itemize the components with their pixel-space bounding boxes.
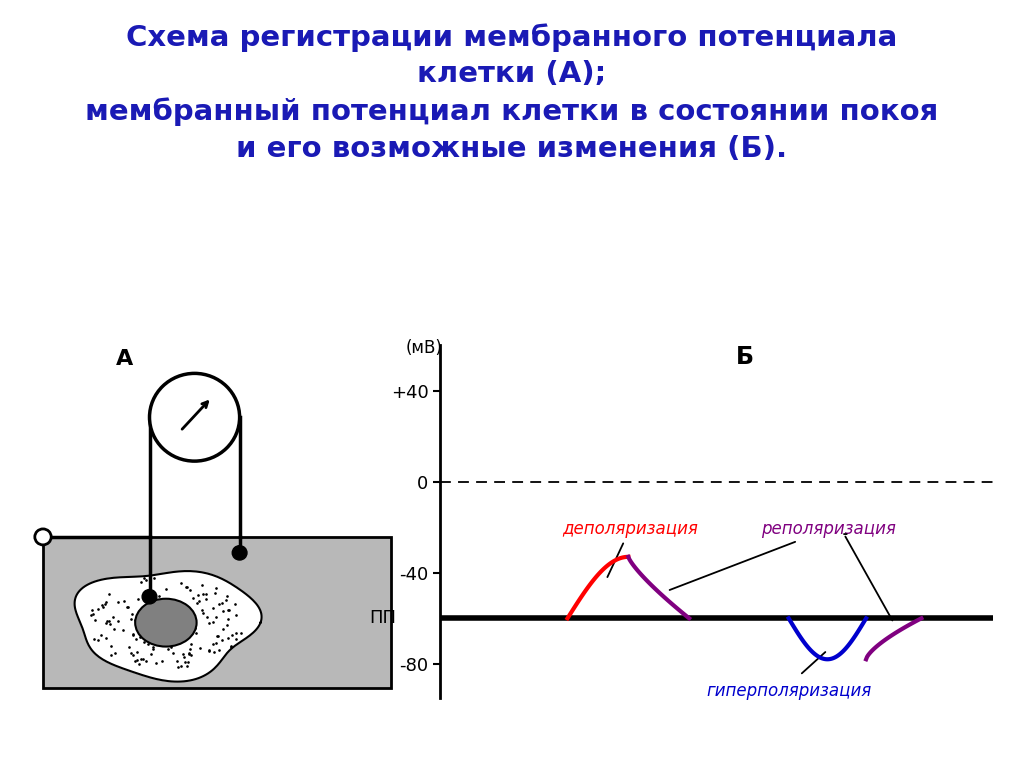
Polygon shape — [75, 571, 261, 682]
Circle shape — [35, 529, 51, 545]
Circle shape — [150, 374, 240, 461]
FancyBboxPatch shape — [43, 537, 391, 689]
Circle shape — [232, 545, 247, 560]
Circle shape — [142, 590, 157, 604]
Text: (мВ): (мВ) — [406, 338, 442, 357]
Text: ПП: ПП — [369, 609, 396, 627]
Text: деполяризация: деполяризация — [562, 520, 697, 577]
Text: Схема регистрации мембранного потенциала
клетки (А);
мембранный потенциал клетки: Схема регистрации мембранного потенциала… — [85, 23, 939, 163]
Text: Б: Б — [735, 344, 754, 368]
Ellipse shape — [135, 599, 197, 647]
Text: реполяризация: реполяризация — [670, 520, 896, 590]
Text: А: А — [117, 350, 133, 370]
Text: гиперполяризация: гиперполяризация — [707, 682, 871, 700]
